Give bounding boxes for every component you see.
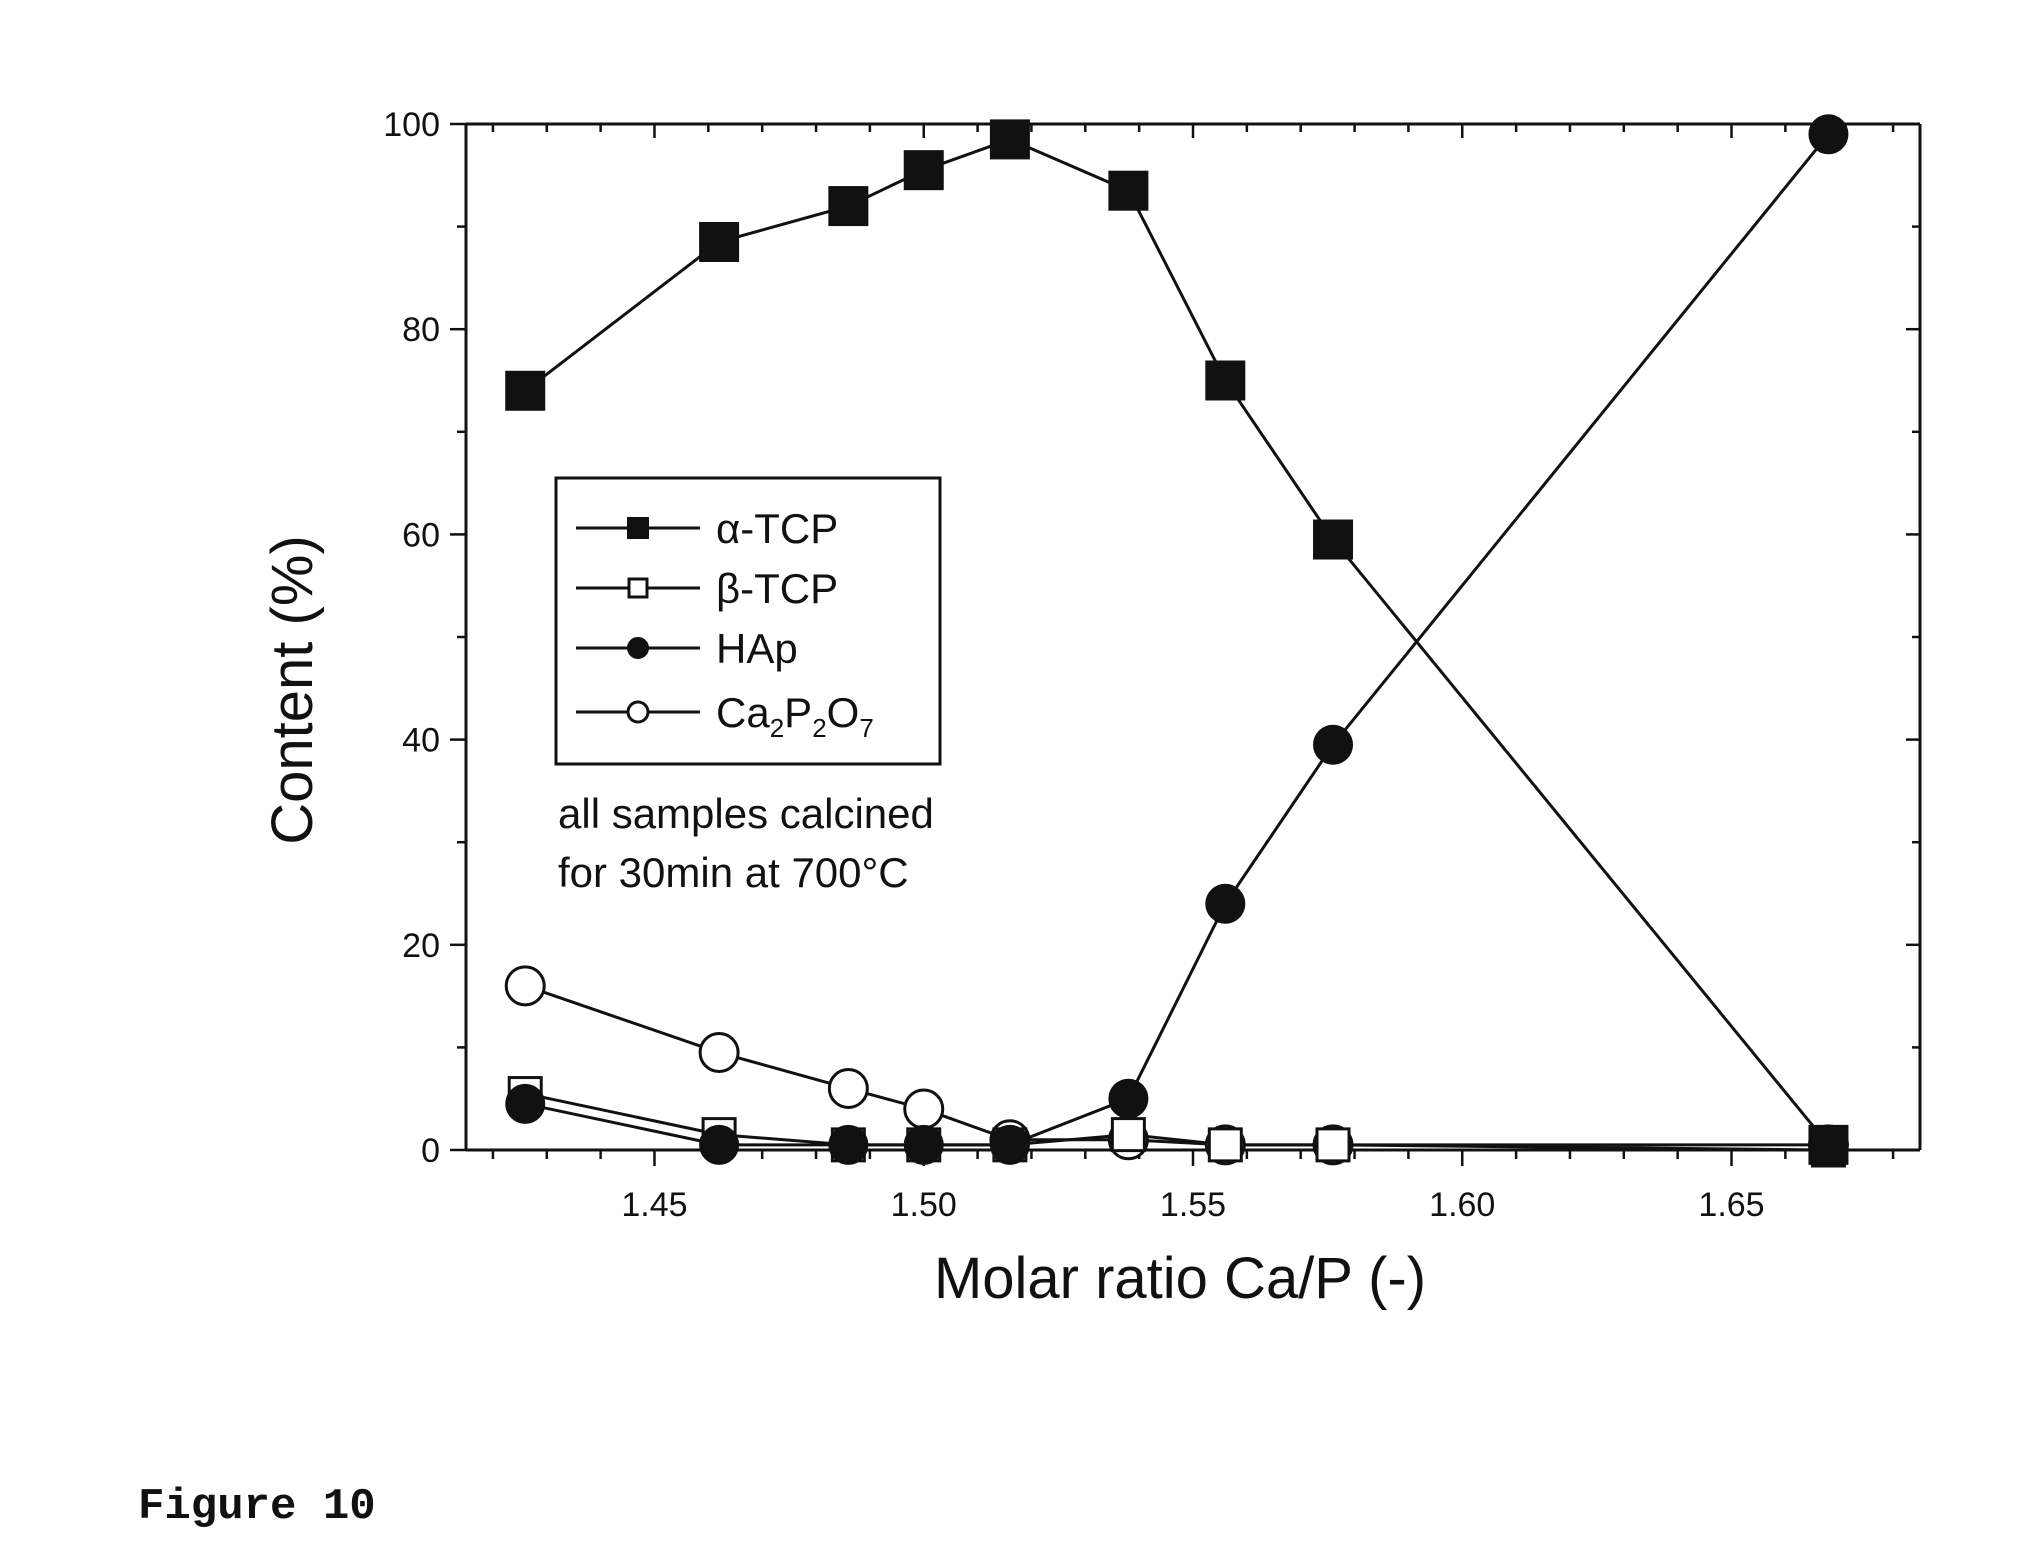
axes	[466, 124, 1920, 1150]
y-tick-label: 60	[402, 516, 440, 554]
y-tick-label: 0	[421, 1132, 440, 1170]
y-tick-label: 40	[402, 722, 440, 760]
legend-item: β-TCP	[576, 565, 838, 612]
y-tick-label: 100	[383, 106, 440, 144]
data-point	[1109, 172, 1147, 210]
series	[506, 115, 1847, 1166]
data-point	[700, 1034, 738, 1072]
data-point	[1109, 1080, 1147, 1118]
legend-label: β-TCP	[716, 565, 838, 612]
data-point	[991, 120, 1029, 158]
legend-marker	[628, 518, 648, 538]
data-point	[1809, 115, 1847, 153]
data-point	[506, 967, 544, 1005]
data-point	[829, 187, 867, 225]
legend-item: α-TCP	[576, 505, 838, 552]
data-point	[905, 151, 943, 189]
data-point	[1317, 1129, 1349, 1161]
x-axis-title: Molar ratio Ca/P (-)	[934, 1246, 1426, 1311]
data-point	[829, 1126, 867, 1164]
x-tick-label: 1.65	[1698, 1186, 1764, 1224]
annotation-line-1: all samples calcined	[558, 790, 934, 837]
figure-caption: Figure 10	[138, 1482, 376, 1532]
legend-marker	[628, 702, 648, 722]
data-point	[506, 1085, 544, 1123]
x-tick-label: 1.50	[891, 1186, 957, 1224]
data-point	[1209, 1129, 1241, 1161]
legend-item: Ca2P2O7	[576, 689, 874, 743]
data-point	[1314, 521, 1352, 559]
data-point	[506, 372, 544, 410]
x-tick-label: 1.60	[1429, 1186, 1495, 1224]
legend: α-TCP β-TCP HAp Ca2P2O7	[556, 478, 940, 764]
data-point	[905, 1090, 943, 1128]
data-point	[1206, 362, 1244, 400]
x-tick-label: 1.45	[621, 1186, 687, 1224]
data-point	[905, 1126, 943, 1164]
legend-label: HAp	[716, 625, 798, 672]
y-axis-title: Content (%)	[260, 535, 325, 844]
legend-label: Ca2P2O7	[716, 689, 874, 743]
data-point	[1206, 885, 1244, 923]
series-markers-0	[506, 120, 1847, 1163]
x-tick-label: 1.55	[1160, 1186, 1226, 1224]
data-point	[991, 1126, 1029, 1164]
data-point	[1112, 1119, 1144, 1151]
y-tick-label: 20	[402, 927, 440, 965]
data-point	[700, 1126, 738, 1164]
legend-marker	[629, 579, 647, 597]
data-point	[829, 1069, 867, 1107]
data-point	[700, 223, 738, 261]
ticks: 1.45 1.50 1.55 1.60 1.65 0 20 40 60 80 100	[383, 106, 1920, 1224]
data-point	[1314, 726, 1352, 764]
legend-item: HAp	[576, 625, 798, 672]
legend-marker	[628, 638, 648, 658]
data-point	[1809, 1126, 1847, 1164]
annotation-line-2: for 30min at 700°C	[558, 849, 909, 896]
legend-label: α-TCP	[716, 505, 838, 552]
series-markers-2	[506, 115, 1847, 1164]
y-tick-label: 80	[402, 311, 440, 349]
